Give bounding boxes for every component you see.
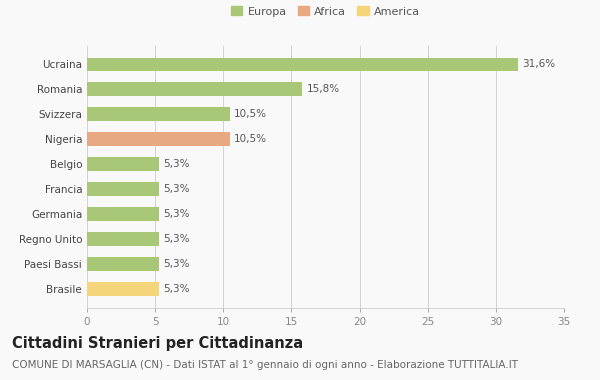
Text: 5,3%: 5,3% (163, 159, 190, 169)
Text: 5,3%: 5,3% (163, 284, 190, 294)
Bar (87, 82, 302, 96)
Bar (87, 157, 159, 171)
Text: 5,3%: 5,3% (163, 259, 190, 269)
Text: Cittadini Stranieri per Cittadinanza: Cittadini Stranieri per Cittadinanza (12, 336, 303, 351)
Text: 15,8%: 15,8% (307, 84, 340, 94)
Bar (87, 182, 159, 196)
Text: 5,3%: 5,3% (163, 234, 190, 244)
Text: 10,5%: 10,5% (234, 134, 267, 144)
Text: 10,5%: 10,5% (234, 109, 267, 119)
Bar (87, 108, 230, 121)
Bar (87, 257, 159, 271)
Text: 31,6%: 31,6% (522, 59, 555, 70)
Text: 5,3%: 5,3% (163, 209, 190, 219)
Bar (87, 282, 159, 296)
Legend: Europa, Africa, America: Europa, Africa, America (229, 4, 422, 19)
Bar (87, 132, 230, 146)
Text: COMUNE DI MARSAGLIA (CN) - Dati ISTAT al 1° gennaio di ogni anno - Elaborazione : COMUNE DI MARSAGLIA (CN) - Dati ISTAT al… (12, 360, 518, 370)
Bar (87, 57, 518, 71)
Text: 5,3%: 5,3% (163, 184, 190, 194)
Bar (87, 207, 159, 221)
Bar (87, 232, 159, 246)
